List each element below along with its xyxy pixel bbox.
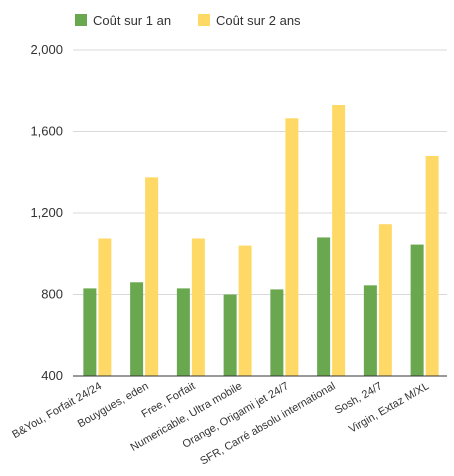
x-tick-label: Virgin, Extaz M/XL [347,380,431,436]
bar-series-2 [332,105,346,376]
legend-label-series-2: Coût sur 2 ans [216,13,301,28]
y-tick-label: 800 [41,287,63,302]
bar-series-1 [130,282,144,376]
bars [83,105,439,376]
x-tick-label: B&You, Forfait 24/24 [10,380,104,441]
bar-series-2 [425,155,439,376]
y-tick-label: 2,000 [30,42,63,57]
bar-series-2 [98,238,112,376]
y-axis: 400 800 1,200 1,600 2,000 [30,42,63,383]
legend-swatch-series-2 [198,14,210,26]
legend: Coût sur 1 an Coût sur 2 ans [75,13,301,28]
bar-series-2 [145,177,159,376]
bar-series-1 [176,288,190,376]
bar-series-2 [285,118,299,376]
bar-series-1 [83,288,97,376]
bar-series-2 [191,238,205,376]
legend-swatch-series-1 [75,14,87,26]
bar-series-2 [378,224,392,376]
y-tick-label: 1,600 [30,124,63,139]
bar-series-1 [410,244,424,376]
bar-series-1 [317,237,331,376]
bar-series-1 [270,289,284,376]
bar-series-1 [223,294,237,376]
legend-label-series-1: Coût sur 1 an [93,13,171,28]
bar-series-1 [363,285,377,376]
bar-series-2 [238,245,252,376]
y-tick-label: 400 [41,368,63,383]
y-tick-label: 1,200 [30,205,63,220]
